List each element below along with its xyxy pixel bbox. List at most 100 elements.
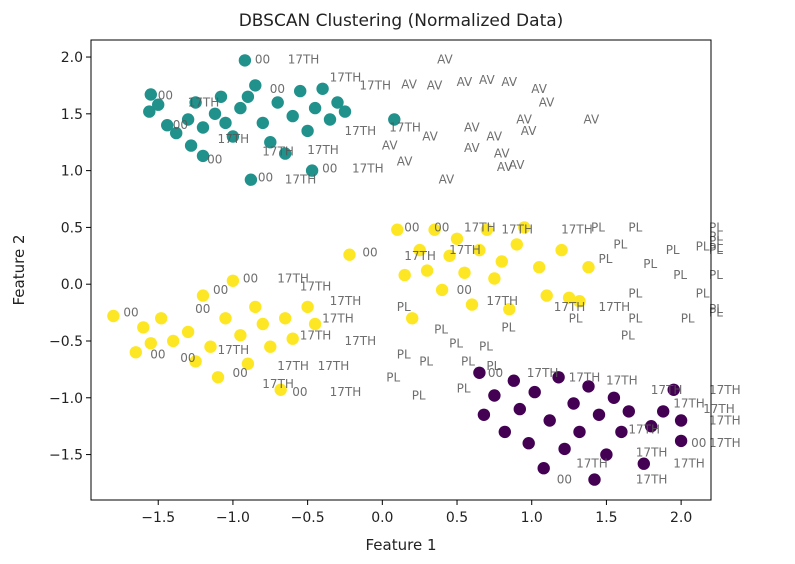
point-annotation: 17TH [330, 294, 362, 308]
data-point-teal [308, 101, 322, 115]
data-point-yellow [450, 232, 464, 245]
data-point-yellow [167, 334, 180, 348]
data-point-purple [477, 408, 491, 421]
point-annotation: AV [584, 113, 600, 127]
point-annotation: AV [494, 147, 510, 161]
point-annotation: PL [628, 220, 642, 234]
point-annotation: 17TH [628, 423, 660, 437]
data-point-yellow [473, 243, 486, 257]
point-annotation: AV [422, 130, 438, 144]
data-point-teal [249, 79, 262, 92]
point-annotation: AV [531, 82, 547, 96]
x-axis-label: Feature 1 [366, 536, 437, 554]
point-annotation: 00 [258, 170, 273, 184]
point-annotation: 17TH [300, 280, 332, 294]
data-point-teal [331, 96, 344, 109]
point-annotation: 17TH [486, 294, 518, 308]
point-annotation: PL [673, 268, 687, 282]
data-point-teal [241, 90, 255, 104]
point-annotation: 17TH [188, 96, 220, 110]
x-tick-label: −0.5 [291, 510, 325, 526]
y-tick-label: −1.5 [49, 448, 83, 464]
data-point-teal [189, 96, 202, 109]
point-annotation: 00 [123, 306, 138, 320]
point-annotation: 17TH [218, 343, 250, 357]
point-annotation: 17TH [673, 397, 705, 411]
point-annotation: 17TH [709, 436, 741, 450]
point-annotation: 17TH [651, 383, 683, 397]
point-annotation: AV [427, 78, 443, 92]
point-annotation: 17TH [636, 473, 668, 487]
data-point-yellow [562, 291, 576, 304]
point-annotation: PL [681, 311, 695, 325]
point-annotation: 17TH [277, 359, 309, 373]
data-point-yellow [107, 309, 120, 323]
data-point-yellow [582, 261, 595, 274]
point-annotation: 00 [292, 385, 307, 399]
point-annotation: 17TH [501, 223, 533, 237]
data-point-teal [144, 88, 157, 101]
data-point-purple [674, 414, 688, 427]
point-annotation: AV [497, 160, 513, 174]
y-tick-label: −1.0 [49, 391, 83, 407]
data-point-purple [498, 425, 511, 439]
point-annotation: 17TH [569, 370, 601, 384]
data-point-purple [674, 434, 688, 448]
data-point-yellow [308, 317, 322, 331]
point-annotation: 17TH [449, 243, 481, 257]
data-point-purple [622, 405, 635, 418]
point-annotation: PL [628, 311, 642, 325]
point-annotation: PL [696, 286, 710, 300]
data-point-yellow [137, 321, 150, 334]
data-point-purple [558, 442, 571, 456]
point-annotation: 17TH [345, 124, 377, 138]
point-annotation: 00 [195, 302, 210, 316]
data-point-yellow [189, 355, 202, 368]
point-annotation: AV [401, 77, 417, 91]
data-point-yellow [211, 371, 225, 384]
point-annotation: 17TH [359, 78, 391, 92]
point-annotation: 00 [158, 89, 173, 103]
data-point-teal [338, 105, 352, 118]
data-point-yellow [343, 248, 356, 261]
point-annotation: 00 [173, 118, 188, 132]
data-point-yellow [264, 340, 277, 353]
point-annotation: 17TH [330, 385, 362, 399]
y-tick-label: 0.5 [61, 220, 83, 236]
data-point-teal [234, 101, 247, 115]
point-annotation: PL [709, 230, 723, 244]
data-point-purple [507, 374, 520, 387]
plot-frame [90, 39, 712, 501]
point-annotation: 17TH [345, 334, 377, 348]
point-annotation: AV [439, 173, 455, 187]
point-annotation: AV [521, 124, 537, 138]
data-point-teal [305, 164, 319, 177]
point-annotation: 17TH [389, 121, 421, 135]
point-annotation: PL [479, 340, 493, 354]
data-point-teal [279, 147, 292, 160]
data-point-yellow [533, 261, 546, 274]
y-tick-label: 1.0 [61, 164, 83, 180]
point-annotation: PL [709, 243, 723, 257]
data-point-teal [170, 126, 183, 140]
point-annotation: PL [457, 382, 471, 396]
data-point-purple [543, 414, 556, 427]
y-axis-label: Feature 2 [10, 235, 28, 306]
point-annotation: AV [479, 73, 495, 87]
data-point-teal [316, 82, 329, 96]
point-annotation: PL [709, 241, 723, 255]
data-point-yellow [503, 303, 516, 316]
x-tick-label: 1.5 [595, 510, 617, 526]
data-point-teal [271, 96, 284, 109]
data-point-yellow [406, 312, 419, 325]
data-point-teal [264, 136, 277, 149]
data-point-teal [244, 173, 258, 186]
point-annotation: 17TH [673, 457, 705, 471]
point-annotation: PL [709, 234, 723, 248]
data-point-teal [219, 116, 232, 130]
point-annotation: 00 [270, 82, 285, 96]
data-point-yellow [196, 289, 210, 302]
data-point-teal [388, 113, 401, 126]
point-annotation: 17TH [464, 220, 496, 234]
point-annotation: 17TH [352, 161, 384, 175]
